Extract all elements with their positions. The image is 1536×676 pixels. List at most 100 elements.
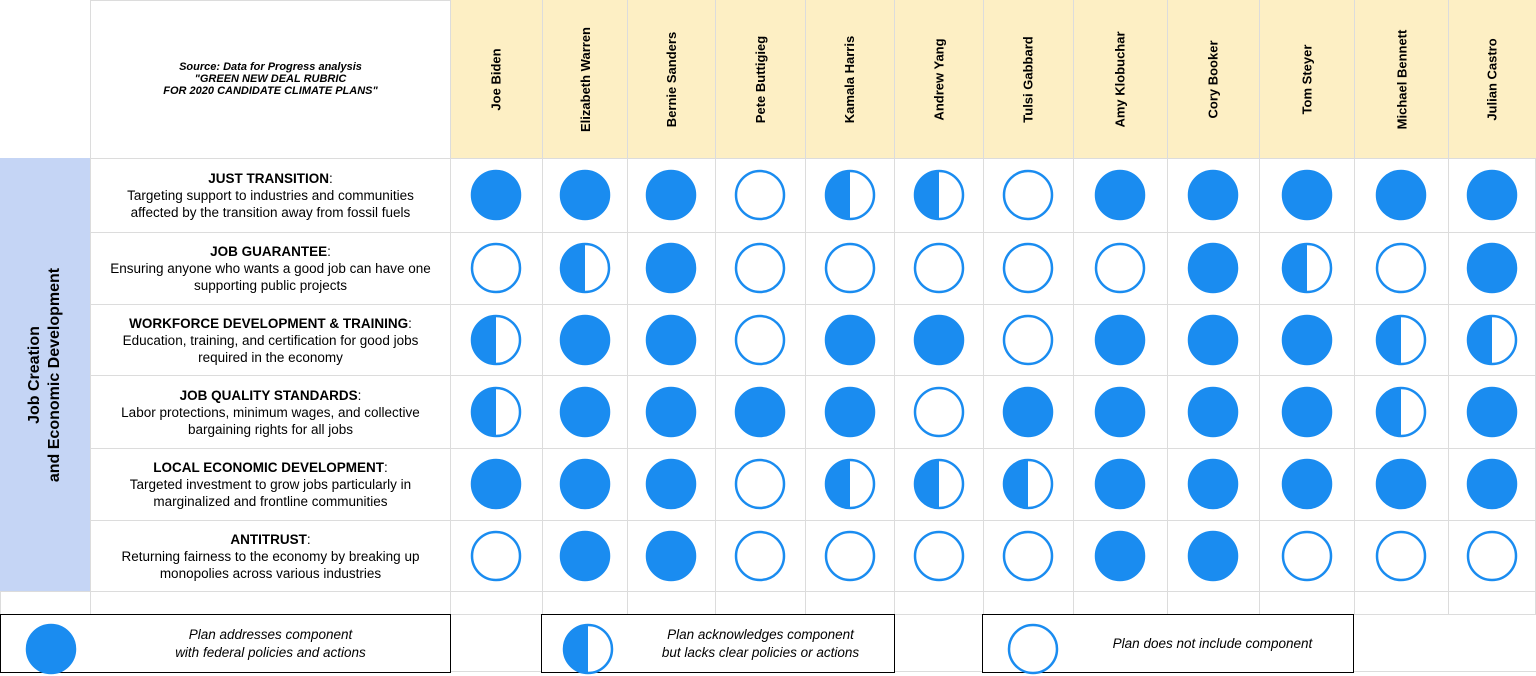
rating-cell bbox=[734, 530, 786, 582]
legend-full-text: Plan addresses component with federal po… bbox=[175, 626, 366, 660]
grid-line-vertical bbox=[805, 0, 806, 614]
rating-cell bbox=[1466, 242, 1518, 294]
rating-full-icon bbox=[1094, 530, 1146, 581]
candidate-header: Michael Bennett bbox=[1355, 0, 1448, 158]
candidate-header: Pete Buttigieg bbox=[716, 0, 805, 158]
source-text: Source: Data for Progress analysis "GREE… bbox=[163, 61, 378, 97]
rating-none-icon bbox=[1466, 530, 1518, 581]
none-circle-icon bbox=[1007, 623, 1059, 675]
rating-cell bbox=[1466, 314, 1518, 366]
rating-full-icon bbox=[1466, 386, 1518, 437]
grid-line-vertical bbox=[1448, 0, 1449, 614]
rating-full-icon bbox=[1281, 386, 1332, 437]
component-label: LOCAL ECONOMIC DEVELOPMENT: Targeted inve… bbox=[129, 460, 412, 509]
component-title: JOB QUALITY STANDARDS bbox=[179, 387, 358, 403]
grid-line-vertical bbox=[1259, 0, 1260, 614]
rating-full-icon bbox=[645, 530, 697, 581]
rating-full-icon bbox=[1187, 242, 1239, 294]
rating-cell bbox=[645, 386, 697, 438]
rating-cell bbox=[559, 530, 611, 582]
rating-cell bbox=[1281, 530, 1333, 582]
rating-cell bbox=[824, 169, 876, 221]
component-title: LOCAL ECONOMIC DEVELOPMENT bbox=[153, 460, 384, 475]
legend-half-icon bbox=[562, 623, 614, 675]
component-label: JUST TRANSITION: Targeting support to ind… bbox=[127, 171, 414, 220]
component-desc: Labor protections, minimum wages, and co… bbox=[121, 404, 420, 437]
candidate-header: Cory Booker bbox=[1168, 0, 1259, 158]
grid-line-vertical bbox=[715, 0, 716, 614]
grid-line-horizontal bbox=[0, 591, 1536, 592]
rating-none-icon bbox=[824, 530, 875, 581]
rating-cell bbox=[824, 386, 876, 438]
rating-cell bbox=[645, 530, 697, 582]
rating-cell bbox=[734, 169, 786, 221]
rating-full-icon bbox=[470, 169, 522, 221]
rating-cell bbox=[645, 242, 697, 294]
rating-full-icon bbox=[645, 169, 697, 221]
component-title: JUST TRANSITION bbox=[208, 171, 329, 186]
rating-full-icon bbox=[645, 458, 697, 510]
rating-cell bbox=[1002, 314, 1054, 366]
legend-none-text: Plan does not include component bbox=[1112, 635, 1313, 651]
rating-full-icon bbox=[1375, 458, 1427, 510]
rating-full-icon bbox=[1187, 314, 1239, 365]
rating-cell bbox=[470, 169, 522, 221]
rating-none-icon bbox=[734, 458, 786, 510]
grid-line-vertical bbox=[1167, 0, 1168, 614]
rating-cell bbox=[1375, 530, 1427, 582]
rating-cell bbox=[470, 386, 522, 438]
component-title: WORKFORCE DEVELOPMENT & TRAINING bbox=[129, 315, 409, 331]
rating-cell bbox=[1281, 314, 1333, 366]
rating-full-icon bbox=[1466, 458, 1518, 510]
rating-cell bbox=[645, 458, 697, 510]
rating-full-icon bbox=[1466, 242, 1518, 294]
rating-none-icon bbox=[913, 386, 964, 437]
rating-none-icon bbox=[1094, 242, 1146, 294]
rating-full-icon bbox=[1094, 314, 1146, 365]
rating-none-icon bbox=[470, 242, 522, 294]
rating-half-icon bbox=[824, 458, 875, 510]
component-desc: Returning fairness to the economy by bre… bbox=[121, 548, 420, 581]
grid-line-horizontal bbox=[0, 158, 1536, 159]
rating-half-icon bbox=[1375, 314, 1427, 365]
rating-cell bbox=[1094, 314, 1146, 366]
grid-line-horizontal bbox=[0, 232, 1536, 233]
candidate-header: Amy Klobuchar bbox=[1074, 0, 1167, 158]
grid-line-vertical bbox=[983, 0, 984, 614]
rating-cell bbox=[913, 458, 965, 510]
rating-cell bbox=[1002, 169, 1054, 221]
grid-line-vertical bbox=[542, 0, 543, 614]
rating-cell bbox=[1281, 169, 1333, 221]
component-label: ANTITRUST: Returning fairness to the econ… bbox=[121, 531, 420, 581]
rating-cell bbox=[1094, 169, 1146, 221]
rating-none-icon bbox=[913, 530, 964, 581]
half-circle-icon bbox=[562, 623, 614, 675]
component-label: JOB QUALITY STANDARDS: Labor protections,… bbox=[121, 387, 420, 437]
rating-none-icon bbox=[1002, 169, 1054, 221]
rating-none-icon bbox=[734, 242, 786, 294]
rating-cell bbox=[645, 314, 697, 366]
rating-none-icon bbox=[1002, 530, 1054, 581]
rating-cell bbox=[470, 458, 522, 510]
candidate-name: Bernie Sanders bbox=[664, 31, 679, 127]
rating-cell bbox=[1002, 530, 1054, 582]
rating-none-icon bbox=[734, 314, 786, 365]
rating-none-icon bbox=[913, 242, 964, 294]
candidate-name: Tom Steyer bbox=[1299, 44, 1315, 114]
grid-line-vertical bbox=[627, 0, 628, 614]
grid-line-vertical bbox=[450, 0, 451, 614]
source-note: Source: Data for Progress analysis "GREE… bbox=[91, 0, 450, 158]
rating-half-icon bbox=[1002, 458, 1054, 510]
rating-full-icon bbox=[1281, 458, 1332, 510]
candidate-header: Bernie Sanders bbox=[628, 0, 715, 158]
rating-cell bbox=[1187, 458, 1239, 510]
component-desc: Ensuring anyone who wants a good job can… bbox=[110, 261, 431, 293]
component-title: ANTITRUST bbox=[230, 531, 307, 547]
rating-full-icon bbox=[1187, 530, 1239, 581]
rating-full-icon bbox=[559, 530, 610, 581]
rating-cell bbox=[913, 530, 965, 582]
rating-cell bbox=[1094, 386, 1146, 438]
rating-cell bbox=[734, 458, 786, 510]
rating-full-icon bbox=[470, 458, 522, 510]
candidate-header: Joe Biden bbox=[451, 0, 542, 158]
